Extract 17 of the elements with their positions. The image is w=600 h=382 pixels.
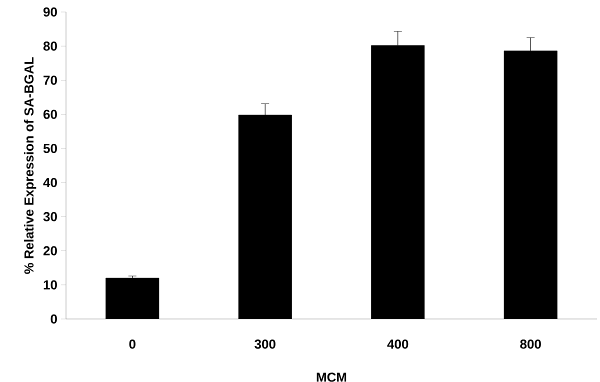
y-tick-label: 80 <box>43 42 57 51</box>
y-tick-label: 40 <box>43 178 57 188</box>
y-tick-label: 50 <box>43 144 57 154</box>
y-tick-label: 0 <box>50 314 57 324</box>
x-tick-label: 400 <box>387 340 408 349</box>
y-tick-label: 10 <box>44 280 57 290</box>
bar <box>106 278 160 319</box>
x-tick-label: 0 <box>129 340 136 349</box>
x-axis-title: MCM <box>316 372 346 382</box>
y-axis-title: % Relative Expression of SA-BGAL <box>24 57 36 274</box>
y-tick-label: 70 <box>44 76 57 85</box>
x-tick-label: 800 <box>520 340 541 349</box>
y-tick-label: 60 <box>43 110 57 119</box>
y-tick-label: 90 <box>43 7 57 17</box>
y-tick-label: 20 <box>43 246 57 256</box>
x-tick-label: 300 <box>254 340 276 349</box>
y-tick-label: 30 <box>43 212 57 222</box>
